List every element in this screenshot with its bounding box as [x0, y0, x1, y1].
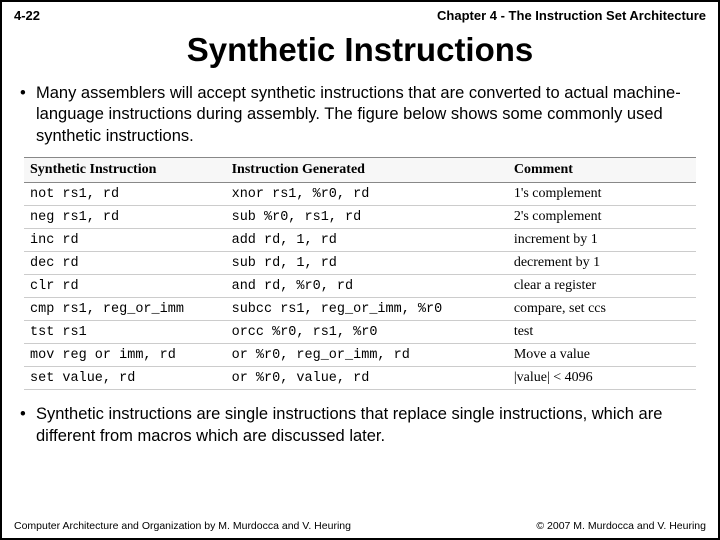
page-number: 4-22	[14, 8, 40, 23]
table-row: mov reg or imm, rd or %r0, reg_or_imm, r…	[24, 344, 696, 367]
col-header-comment: Comment	[508, 158, 696, 183]
table-row: set value, rd or %r0, value, rd |value| …	[24, 367, 696, 390]
cell-gen: or %r0, reg_or_imm, rd	[226, 344, 508, 367]
table-row: clr rd and rd, %r0, rd clear a register	[24, 275, 696, 298]
cell-syn: dec rd	[24, 252, 226, 275]
table-row: tst rs1 orcc %r0, rs1, %r0 test	[24, 321, 696, 344]
slide-footer: Computer Architecture and Organization b…	[2, 520, 718, 532]
cell-gen: orcc %r0, rs1, %r0	[226, 321, 508, 344]
cell-gen: subcc rs1, reg_or_imm, %r0	[226, 298, 508, 321]
footer-left: Computer Architecture and Organization b…	[14, 520, 351, 532]
slide-frame: 4-22 Chapter 4 - The Instruction Set Arc…	[0, 0, 720, 540]
table-header-row: Synthetic Instruction Instruction Genera…	[24, 158, 696, 183]
cell-syn: not rs1, rd	[24, 183, 226, 206]
cell-com: increment by 1	[508, 229, 696, 252]
cell-syn: clr rd	[24, 275, 226, 298]
slide-header: 4-22 Chapter 4 - The Instruction Set Arc…	[2, 2, 718, 25]
cell-gen: add rd, 1, rd	[226, 229, 508, 252]
cell-syn: neg rs1, rd	[24, 206, 226, 229]
slide-title: Synthetic Instructions	[2, 31, 718, 69]
cell-com: |value| < 4096	[508, 367, 696, 390]
cell-com: compare, set ccs	[508, 298, 696, 321]
cell-gen: and rd, %r0, rd	[226, 275, 508, 298]
footer-right: © 2007 M. Murdocca and V. Heuring	[536, 520, 706, 532]
cell-com: 1's complement	[508, 183, 696, 206]
chapter-label: Chapter 4 - The Instruction Set Architec…	[437, 8, 706, 23]
cell-com: test	[508, 321, 696, 344]
bullet-top: Many assemblers will accept synthetic in…	[2, 83, 718, 147]
col-header-generated: Instruction Generated	[226, 158, 508, 183]
cell-gen: or %r0, value, rd	[226, 367, 508, 390]
table-row: dec rd sub rd, 1, rd decrement by 1	[24, 252, 696, 275]
bullet-bottom: Synthetic instructions are single instru…	[2, 404, 718, 447]
cell-gen: sub rd, 1, rd	[226, 252, 508, 275]
cell-com: clear a register	[508, 275, 696, 298]
cell-com: 2's complement	[508, 206, 696, 229]
cell-gen: xnor rs1, %r0, rd	[226, 183, 508, 206]
instructions-table: Synthetic Instruction Instruction Genera…	[24, 157, 696, 390]
cell-syn: inc rd	[24, 229, 226, 252]
table-row: neg rs1, rd sub %r0, rs1, rd 2's complem…	[24, 206, 696, 229]
instructions-table-wrap: Synthetic Instruction Instruction Genera…	[2, 147, 718, 398]
cell-com: Move a value	[508, 344, 696, 367]
cell-com: decrement by 1	[508, 252, 696, 275]
cell-syn: cmp rs1, reg_or_imm	[24, 298, 226, 321]
cell-syn: tst rs1	[24, 321, 226, 344]
table-row: not rs1, rd xnor rs1, %r0, rd 1's comple…	[24, 183, 696, 206]
col-header-synthetic: Synthetic Instruction	[24, 158, 226, 183]
cell-syn: mov reg or imm, rd	[24, 344, 226, 367]
table-row: inc rd add rd, 1, rd increment by 1	[24, 229, 696, 252]
cell-gen: sub %r0, rs1, rd	[226, 206, 508, 229]
cell-syn: set value, rd	[24, 367, 226, 390]
table-row: cmp rs1, reg_or_imm subcc rs1, reg_or_im…	[24, 298, 696, 321]
